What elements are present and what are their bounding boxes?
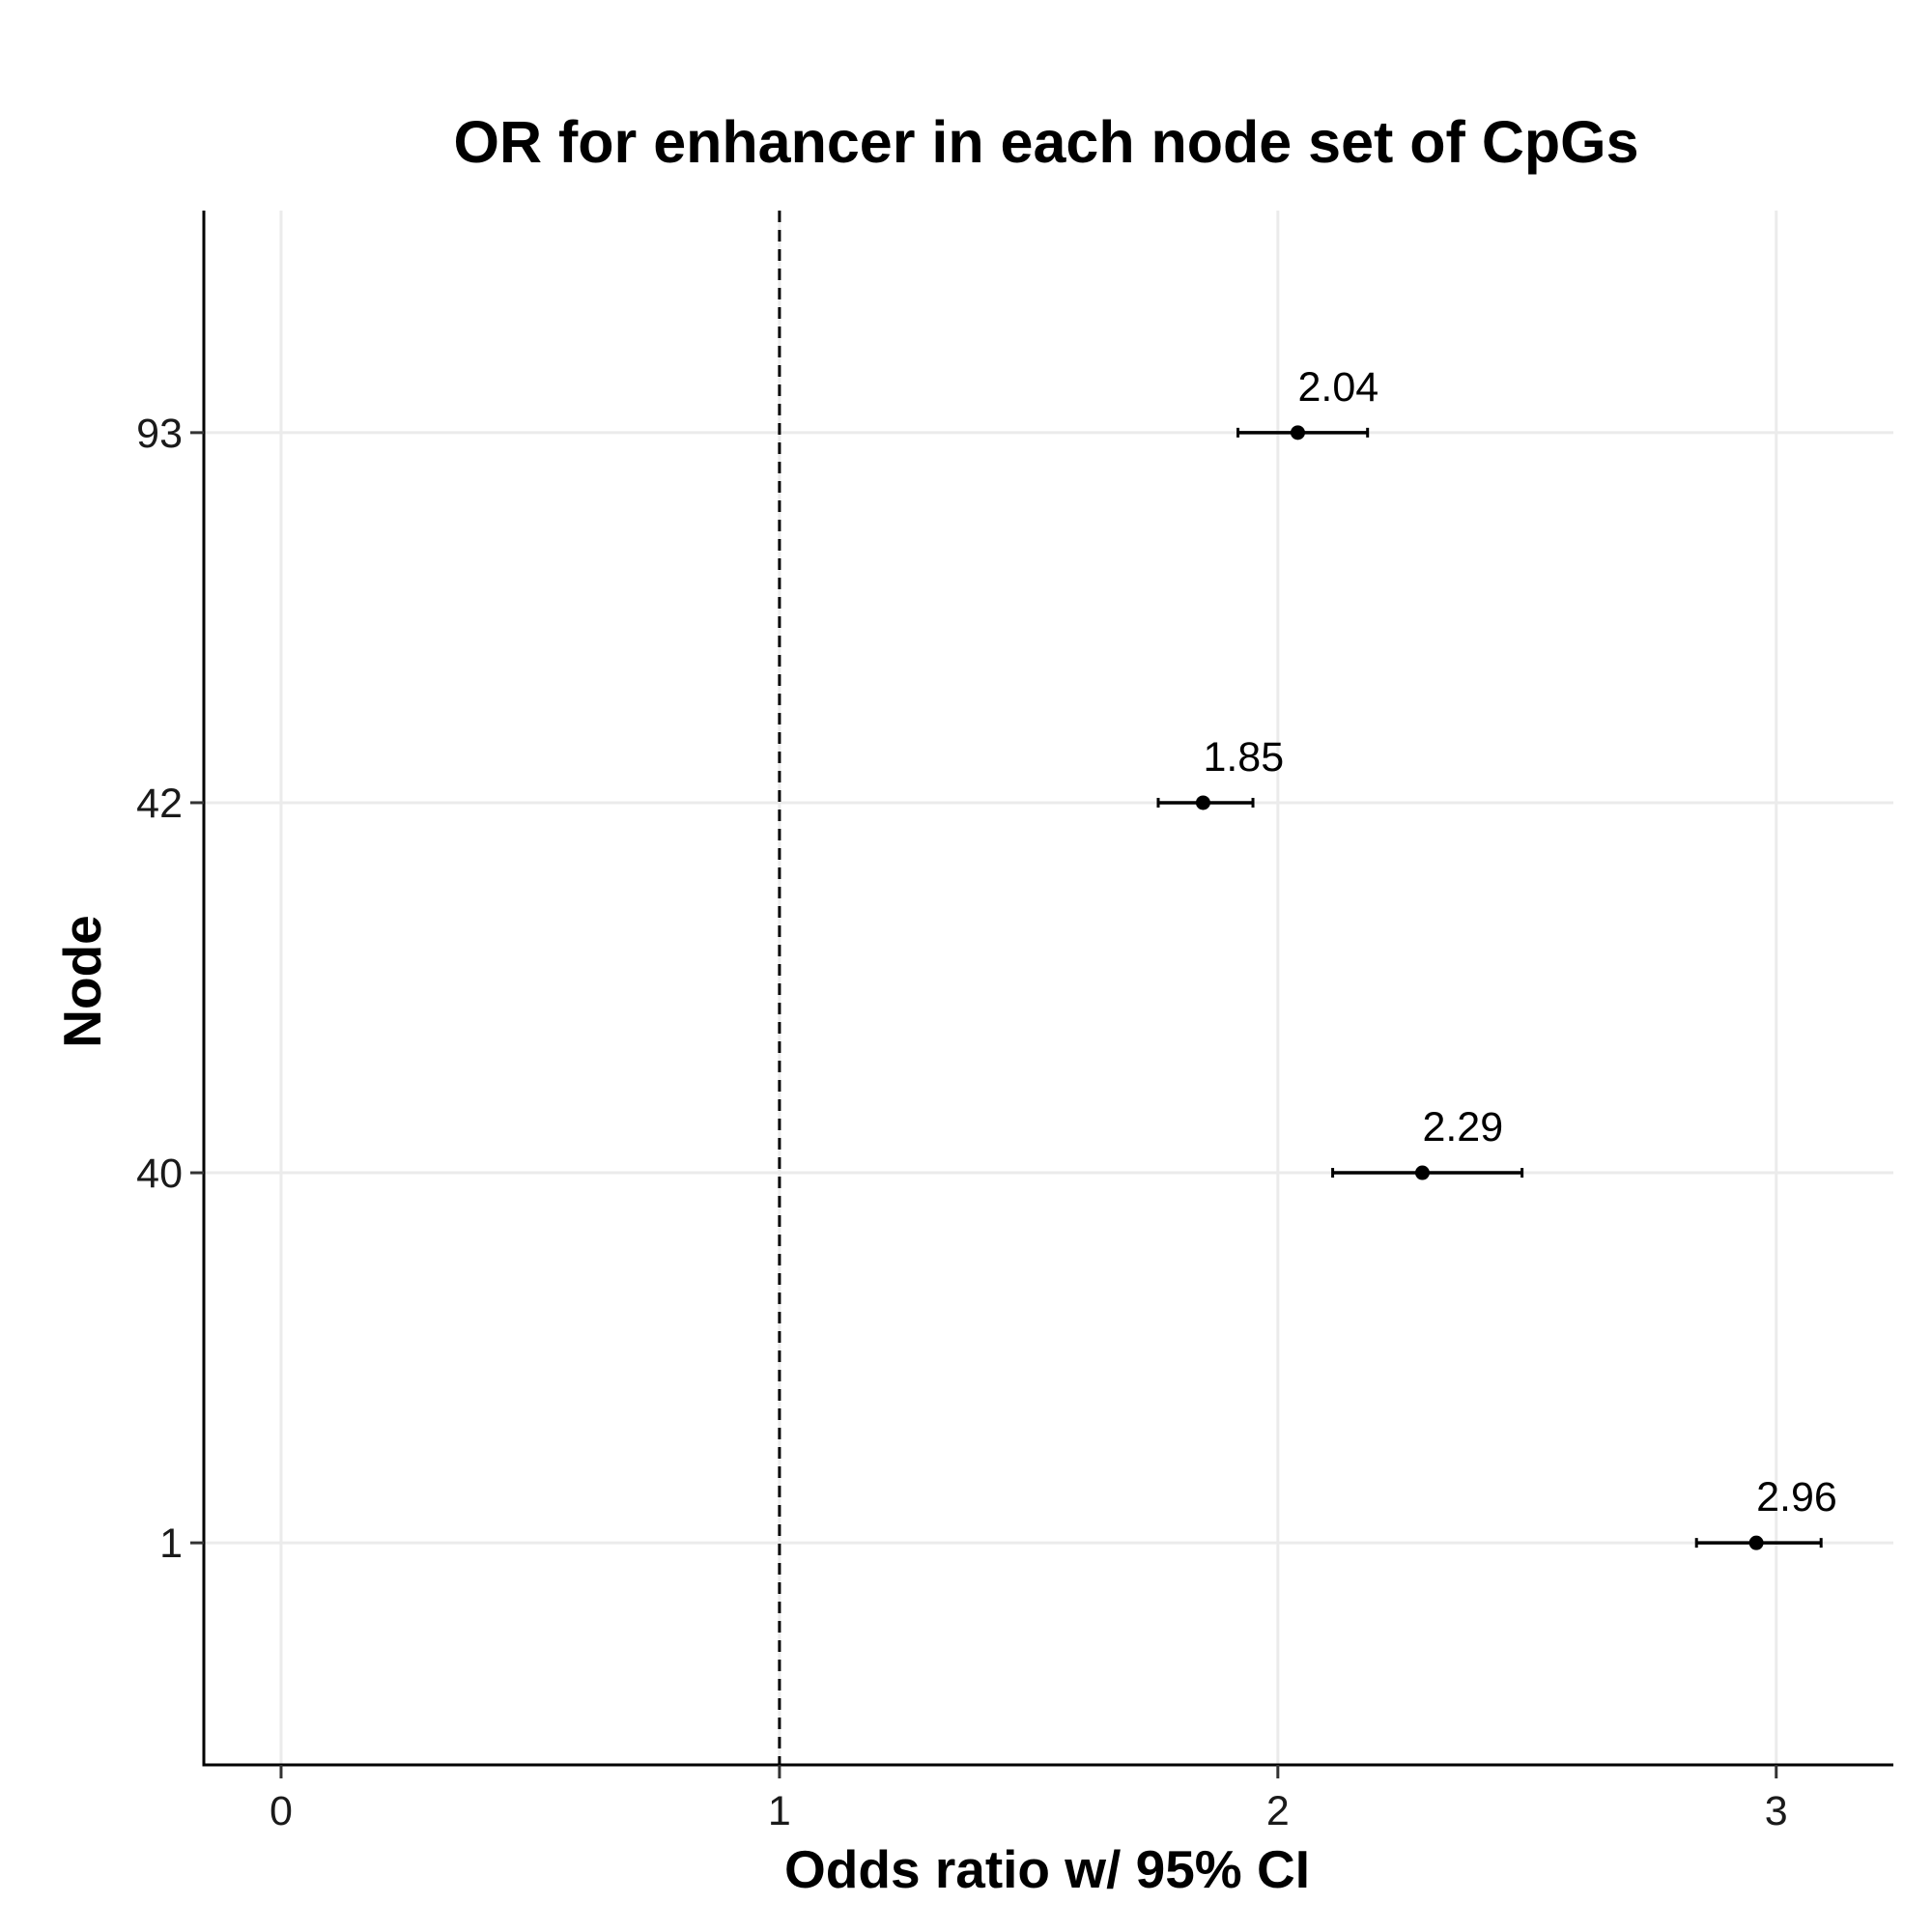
y-tick-label-42: 42 [136,781,183,827]
grid-lines [204,211,1893,1765]
point-node-1 [1748,1535,1764,1550]
data-label-node-42: 1.85 [1203,734,1284,781]
data-label-node-40: 2.29 [1422,1104,1503,1151]
y-tick-label-1: 1 [159,1520,183,1567]
point-node-42 [1195,795,1210,810]
x-tick-label-1: 1 [768,1788,791,1834]
point-node-93 [1290,425,1305,440]
y-axis-title: Node [52,915,112,1048]
ticks: 0 1 2 3 1 40 42 93 [136,411,1788,1834]
data-label-node-1: 2.96 [1756,1474,1837,1520]
axes [202,211,1893,1767]
x-tick-label-0: 0 [270,1788,293,1834]
x-tick-label-3: 3 [1765,1788,1788,1834]
y-tick-label-93: 93 [136,411,183,457]
data-label-node-93: 2.04 [1297,364,1378,411]
data-marks: 2.04 1.85 2.29 2.96 [1156,364,1837,1550]
x-tick-label-2: 2 [1266,1788,1290,1834]
y-tick-label-40: 40 [136,1151,183,1197]
point-node-40 [1414,1165,1430,1180]
chart-title: OR for enhancer in each node set of CpGs [454,109,1639,175]
x-axis-title: Odds ratio w/ 95% CI [784,1839,1310,1899]
